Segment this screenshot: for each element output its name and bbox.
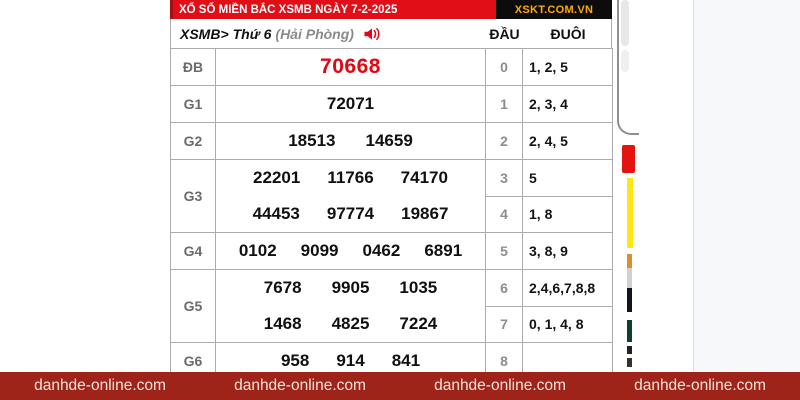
prize-number: 22201 <box>253 168 301 187</box>
special-prize-number: 70668 <box>320 55 381 78</box>
scrollbar-thumb[interactable] <box>621 0 629 46</box>
results-table: ĐB 70668 0 1, 2, 5 G1 72071 1 2, 3, 4 G2… <box>170 48 613 380</box>
prize-number: 958 <box>280 351 310 370</box>
right-panel <box>694 0 800 372</box>
duoi-values: 2, 3, 4 <box>522 85 613 123</box>
prize-number: 14659 <box>365 131 413 150</box>
duoi-values: 1, 8 <box>522 195 613 233</box>
cutoff-panel-corner <box>617 0 639 135</box>
table-row: G3 22201 11766 74170 44453 97774 19867 3… <box>170 159 613 233</box>
prize-number: 9905 <box>331 278 370 297</box>
prize-number: 7678 <box>263 278 302 297</box>
table-row: G1 72071 1 2, 3, 4 <box>170 85 613 123</box>
dau-digit: 3 <box>485 159 523 197</box>
cutoff-teal-fragment <box>627 320 632 342</box>
draw-day: Thứ 6 <box>232 25 272 42</box>
table-row: G4 0102 9099 0462 6891 5 3, 8, 9 <box>170 232 613 270</box>
site-logo-text: XSKT.COM.VN <box>514 3 594 16</box>
duoi-values: 0, 1, 4, 8 <box>522 305 613 343</box>
table-row: 7 0, 1, 4, 8 <box>171 305 613 343</box>
watermark-text: danhde-online.com <box>234 377 366 394</box>
watermark-text: danhde-online.com <box>634 377 766 394</box>
table-row: G5 7678 9905 1035 1468 4825 7224 6 2,4,6… <box>170 269 613 343</box>
prize-number: 0462 <box>362 241 401 260</box>
scrollbar-fragment <box>621 50 629 72</box>
prize-number: 11766 <box>327 168 374 187</box>
prize-number: 1035 <box>399 278 438 297</box>
dau-digit: 2 <box>485 122 523 160</box>
dau-column-header: ĐẦU <box>489 25 520 42</box>
cutoff-dark-fragment <box>627 346 632 354</box>
cutoff-dark-fragment <box>627 358 632 367</box>
prize-number: 74170 <box>400 168 448 187</box>
prize-label: G3 <box>170 159 216 233</box>
watermark-text: danhde-online.com <box>34 377 166 394</box>
prize-number: 72071 <box>326 94 375 113</box>
prize-number: 97774 <box>326 204 375 223</box>
duoi-values: 2,4,6,7,8,8 <box>522 269 613 307</box>
prize-label: G2 <box>170 122 216 160</box>
cutoff-red-fragment <box>622 145 635 173</box>
table-row: ĐB 70668 0 1, 2, 5 <box>170 48 613 86</box>
site-logo[interactable]: XSKT.COM.VN <box>496 0 612 19</box>
cutoff-yellow-fragment <box>627 178 633 248</box>
dau-digit: 6 <box>485 269 523 307</box>
prize-label: ĐB <box>170 48 216 86</box>
prize-number: 9099 <box>300 241 339 260</box>
page-title: XỔ SỐ MIỀN BẮC XSMB NGÀY 7-2-2025 <box>179 4 398 16</box>
watermark-bar: danhde-online.com danhde-online.com danh… <box>0 372 800 400</box>
speaker-icon[interactable] <box>363 26 381 42</box>
dau-digit: 1 <box>485 85 523 123</box>
dau-digit: 0 <box>485 48 523 86</box>
prize-number: 841 <box>391 351 421 370</box>
breadcrumb: XSMB> Thứ 6 (Hải Phòng) <box>171 26 486 42</box>
table-row: G2 18513 14659 2 2, 4, 5 <box>170 122 613 160</box>
dau-digit: 5 <box>485 232 523 270</box>
title-bar: XỔ SỐ MIỀN BẮC XSMB NGÀY 7-2-2025 XSKT.C… <box>170 0 612 19</box>
prize-number: 914 <box>336 351 365 370</box>
duoi-values: 5 <box>522 159 613 197</box>
prize-number: 6891 <box>424 241 463 260</box>
duoi-values: 1, 2, 5 <box>522 48 613 86</box>
prize-label: G4 <box>170 232 216 270</box>
prize-number: 0102 <box>238 241 277 260</box>
prize-label: G1 <box>170 85 216 123</box>
prize-label: G5 <box>170 269 216 343</box>
page-divider <box>693 0 694 372</box>
prize-number: 4825 <box>331 314 370 333</box>
cutoff-gray-fragment <box>627 268 632 288</box>
duoi-values: 2, 4, 5 <box>522 122 613 160</box>
lottery-widget: XỔ SỐ MIỀN BẮC XSMB NGÀY 7-2-2025 XSKT.C… <box>170 0 613 380</box>
breadcrumb-xsmb[interactable]: XSMB> <box>180 25 229 42</box>
prize-number: 44453 <box>252 204 300 223</box>
cutoff-navy-fragment <box>627 288 632 312</box>
watermark-text: danhde-online.com <box>434 377 566 394</box>
cutoff-orange-fragment <box>627 254 632 268</box>
draw-province: (Hải Phòng) <box>275 25 354 42</box>
duoi-values: 3, 8, 9 <box>522 232 613 270</box>
dau-digit: 7 <box>485 305 523 343</box>
prize-number: 7224 <box>399 314 438 333</box>
prize-number: 18513 <box>288 131 336 150</box>
sub-header: XSMB> Thứ 6 (Hải Phòng) ĐẦU ĐUÔI <box>170 19 612 48</box>
dau-digit: 4 <box>485 195 523 233</box>
prize-number: 1468 <box>263 314 302 333</box>
duoi-column-header: ĐUÔI <box>550 25 586 42</box>
prize-number: 19867 <box>401 204 449 223</box>
